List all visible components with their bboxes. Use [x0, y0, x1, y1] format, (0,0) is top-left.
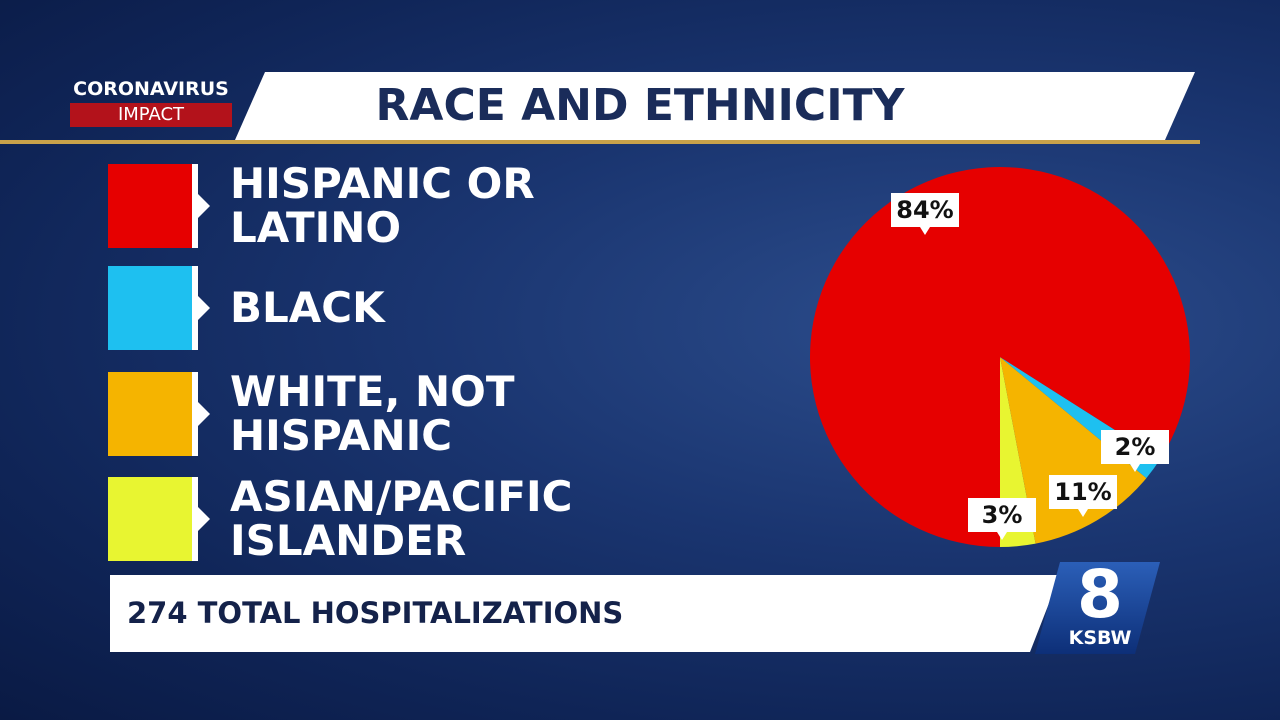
footer-bar	[110, 575, 1060, 652]
legend-label: ASIAN/PACIFIC ISLANDER	[230, 472, 573, 565]
label-box	[1101, 430, 1169, 464]
logo-number: 8	[1077, 556, 1123, 633]
legend-divider	[192, 372, 198, 456]
legend-item: HISPANIC OR LATINO	[108, 162, 560, 250]
logo-name: KSBW	[1068, 627, 1132, 649]
legend-swatch	[108, 266, 192, 350]
legend-swatch	[108, 477, 192, 561]
legend-label: BLACK	[230, 283, 385, 332]
label-pointer	[1078, 509, 1088, 517]
data-label: 11%	[1054, 478, 1111, 506]
data-label: 2%	[1115, 433, 1156, 461]
pie-slice	[810, 167, 1191, 547]
station-logo	[1035, 562, 1160, 654]
legend-label: WHITE, NOT HISPANIC	[230, 367, 515, 460]
label-pointer	[997, 532, 1007, 540]
footer-text: 274 TOTAL HOSPITALIZATIONS	[127, 596, 624, 630]
data-label: 3%	[982, 501, 1023, 529]
legend-item: BLACK	[108, 266, 560, 350]
legend-label: HISPANIC OR LATINO	[230, 159, 535, 252]
label-box	[891, 193, 959, 227]
legend-item: WHITE, NOT HISPANIC	[108, 370, 560, 458]
legend-item: ASIAN/PACIFIC ISLANDER	[108, 472, 573, 565]
legend-divider	[192, 164, 198, 248]
data-label: 84%	[896, 196, 953, 224]
legend-arrow	[198, 402, 210, 426]
legend-swatch	[108, 372, 192, 456]
topic-subtag: IMPACT	[70, 103, 232, 127]
chart-title: RACE AND ETHNICITY	[375, 80, 905, 131]
label-box	[968, 498, 1036, 532]
topic-tag: CORONAVIRUS	[73, 78, 229, 100]
legend-arrow	[198, 296, 210, 320]
legend-arrow	[198, 194, 210, 218]
legend-divider	[192, 266, 198, 350]
label-pointer	[1130, 464, 1140, 472]
label-pointer	[920, 227, 930, 235]
legend-divider	[192, 477, 198, 561]
header-bar	[235, 72, 1195, 140]
header-rule	[0, 140, 1200, 144]
legend-swatch	[108, 164, 192, 248]
label-box	[1049, 475, 1117, 509]
legend-arrow	[198, 507, 210, 531]
